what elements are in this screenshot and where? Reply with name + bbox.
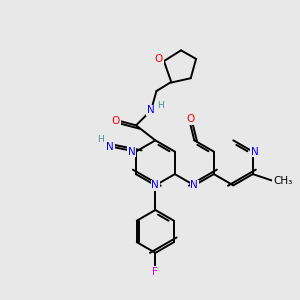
Text: N: N <box>152 180 159 190</box>
Text: F: F <box>152 267 158 277</box>
Text: N: N <box>106 142 114 152</box>
Text: O: O <box>186 114 194 124</box>
Text: H: H <box>97 135 104 144</box>
Text: N: N <box>147 105 155 116</box>
Text: O: O <box>112 116 120 126</box>
Text: O: O <box>154 54 163 64</box>
Text: N: N <box>190 180 198 190</box>
Text: CH₃: CH₃ <box>273 176 292 185</box>
Text: H: H <box>157 100 164 109</box>
Text: N: N <box>128 147 136 157</box>
Text: N: N <box>251 147 259 157</box>
